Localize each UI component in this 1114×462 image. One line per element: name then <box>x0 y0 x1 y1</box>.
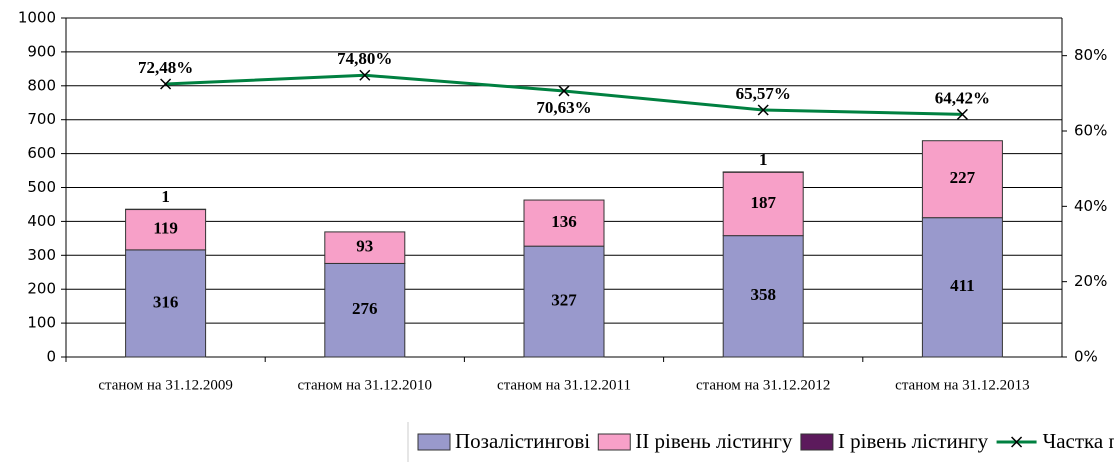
x-tick-label: станом на 31.12.2010 <box>298 377 432 393</box>
y-tick-label: 600 <box>27 144 56 162</box>
data-label: 327 <box>551 290 577 309</box>
data-label: 227 <box>950 168 976 187</box>
y-tick-label: 0 <box>46 348 56 366</box>
data-label: 316 <box>153 292 179 311</box>
bar-segment <box>523 245 605 358</box>
y2-tick-label: 0% <box>1074 348 1098 366</box>
bar-segment <box>722 235 804 358</box>
y2-tick-label: 40% <box>1074 197 1107 215</box>
y-tick-label: 700 <box>27 110 56 128</box>
data-label: 358 <box>750 285 776 304</box>
data-label: 136 <box>551 212 577 231</box>
legend-label: Частка позалістингових ЦП <box>1043 429 1114 453</box>
legend-label: II рівень лістингу <box>635 429 793 453</box>
y-tick-label: 800 <box>27 76 56 94</box>
line-marker <box>558 85 570 97</box>
x-tick-label: станом на 31.12.2009 <box>98 377 232 393</box>
y2-tick-label: 20% <box>1074 272 1107 290</box>
data-label: 1 <box>161 187 170 206</box>
line-label: 64,42% <box>935 88 990 107</box>
line-label: 65,57% <box>736 84 791 103</box>
y-tick-label: 100 <box>27 314 56 332</box>
legend-label: Позалістингові <box>455 429 590 453</box>
x-tick-label: станом на 31.12.2011 <box>497 377 631 393</box>
data-label: 1 <box>759 150 768 169</box>
line-marker <box>160 78 172 90</box>
x-tick-label: станом на 31.12.2013 <box>895 377 1029 393</box>
line-marker <box>956 108 968 120</box>
legend-label: I рівень лістингу <box>838 429 989 453</box>
data-label: 187 <box>750 193 776 212</box>
y-tick-label: 300 <box>27 246 56 264</box>
legend-swatch <box>800 433 834 451</box>
data-label: 93 <box>356 237 373 256</box>
bar-segment <box>921 140 1003 219</box>
y-tick-label: 400 <box>27 212 56 230</box>
legend-marker <box>1011 436 1023 448</box>
bar-segment <box>921 217 1003 358</box>
x-tick-label: станом на 31.12.2012 <box>696 377 830 393</box>
y-tick-label: 900 <box>27 42 56 60</box>
data-label: 411 <box>950 276 975 295</box>
legend-swatch <box>597 433 631 451</box>
line-marker <box>757 104 769 116</box>
line-label: 70,63% <box>536 98 591 117</box>
bar-segment <box>523 199 605 247</box>
legend-swatch <box>417 433 451 451</box>
y2-tick-label: 80% <box>1074 46 1107 64</box>
bar-segment <box>324 231 406 264</box>
y-tick-label: 500 <box>27 178 56 196</box>
line-label: 74,80% <box>337 49 392 68</box>
data-label: 119 <box>153 219 178 238</box>
y-tick-label: 1000 <box>18 9 56 27</box>
data-label: 276 <box>352 299 378 318</box>
line-label: 72,48% <box>138 58 193 77</box>
y-tick-label: 200 <box>27 280 56 298</box>
y2-tick-label: 60% <box>1074 122 1107 140</box>
bar-segment <box>324 262 406 358</box>
bar-segment <box>125 209 207 251</box>
line-marker <box>359 69 371 81</box>
